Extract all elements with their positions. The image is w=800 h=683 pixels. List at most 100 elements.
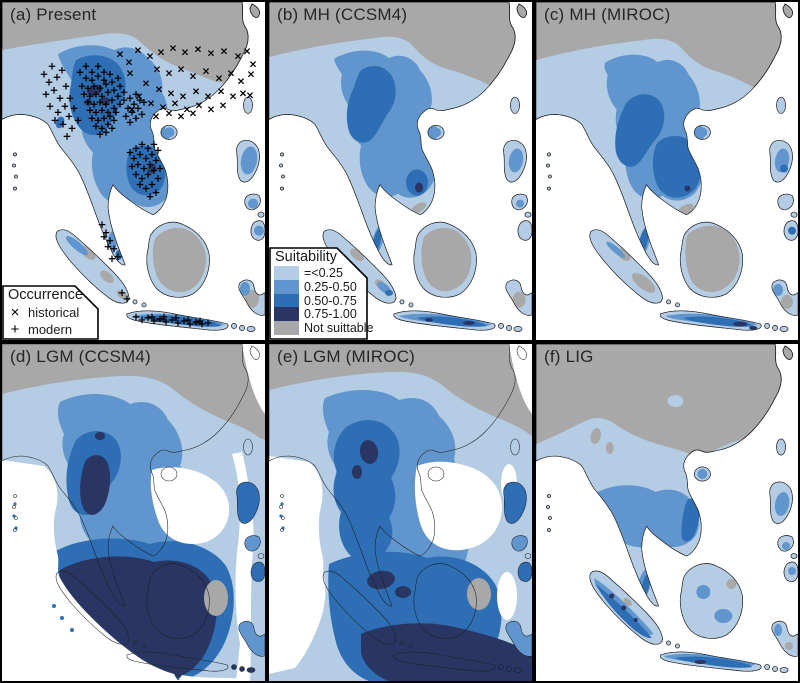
modern-occurrence-mark	[144, 314, 152, 322]
modern-occurrence-mark	[116, 100, 124, 108]
panel-c-mh-miroc: (c) MH (MIROC)	[534, 0, 800, 342]
modern-occurrence-mark	[102, 80, 110, 88]
panel-b-mh-ccsm4: (b) MH (CCSM4) Suitability =<0.25 0.25-0.…	[267, 0, 534, 342]
modern-occurrence-mark	[92, 123, 100, 130]
modern-occurrence-mark	[132, 90, 140, 98]
modern-occurrence-mark	[148, 313, 156, 321]
modern-occurrence-mark	[186, 320, 194, 328]
panel-title-b: (b) MH (CCSM4)	[277, 5, 408, 24]
panel-a-present: (a) Present Occurrence × historical + moder…	[0, 0, 267, 342]
modern-occurrence-mark	[104, 109, 112, 116]
modern-occurrence-mark	[106, 113, 114, 120]
historical-occurrence-mark	[153, 66, 161, 73]
historical-occurrence-mark	[189, 110, 197, 117]
suitability-legend: Suitability =<0.25 0.25-0.50 0.50-0.75 0.75…	[269, 247, 373, 340]
modern-occurrence-mark	[80, 90, 88, 98]
modern-occurrence-mark	[46, 102, 54, 110]
historical-occurrence-mark	[215, 75, 223, 82]
modern-occurrence-mark	[56, 94, 64, 102]
modern-occurrence-mark	[110, 117, 118, 124]
modern-occurrence-mark	[148, 151, 156, 158]
modern-occurrence-mark	[138, 141, 146, 148]
occurrence-label: historical	[28, 305, 80, 320]
suitability-label: 0.50-0.75	[304, 293, 357, 308]
historical-occurrence-mark	[157, 49, 165, 56]
historical-occurrence-mark	[159, 104, 167, 111]
modern-occurrence-mark	[106, 70, 114, 78]
panel-f-lig: (f) LIG	[534, 342, 800, 683]
modern-occurrence-mark	[58, 66, 66, 74]
modern-occurrence-mark	[86, 92, 94, 100]
modern-occurrence-mark	[51, 117, 59, 124]
modern-occurrence-mark	[123, 295, 131, 303]
modern-occurrence-mark	[100, 68, 108, 76]
historical-occurrence-mark	[239, 90, 247, 97]
modern-occurrence-mark	[102, 229, 110, 236]
modern-occurrence-mark	[136, 181, 144, 188]
modern-occurrence-mark	[50, 86, 58, 94]
suitability-legend-title: Suitability	[275, 249, 338, 265]
modern-occurrence-mark	[40, 70, 48, 78]
historical-occurrence-mark	[202, 68, 210, 75]
modern-occurrence-mark	[59, 121, 67, 128]
historical-occurrence-mark	[126, 70, 134, 77]
modern-occurrence-mark	[138, 316, 146, 324]
modern-occurrence-mark	[112, 109, 120, 116]
historical-occurrence-mark	[247, 71, 255, 78]
historical-occurrence-mark	[227, 70, 235, 77]
modern-occurrence-mark	[138, 111, 146, 118]
modern-occurrence-mark	[86, 107, 94, 114]
modern-occurrence-mark	[184, 316, 192, 324]
modern-occurrence-mark	[42, 90, 50, 98]
panel-d-lgm-ccsm4: (d) LGM (CCSM4)	[0, 342, 267, 683]
modern-occurrence-mark	[54, 109, 62, 116]
panel-title-e: (e) LGM (MIROC)	[277, 347, 416, 366]
modern-occurrence-mark	[92, 90, 100, 98]
modern-occurrence-mark	[136, 151, 144, 158]
modern-occurrence-mark	[63, 133, 71, 140]
modern-occurrence-mark	[102, 129, 110, 136]
suitability-legend-row: Not suittable	[269, 321, 373, 335]
modern-occurrence-mark	[53, 73, 61, 81]
suitability-label: 0.25-0.50	[304, 279, 357, 294]
map-lig	[536, 344, 798, 673]
modern-occurrence-mark	[84, 98, 92, 106]
modern-occurrence-mark	[104, 121, 112, 128]
modern-occurrence-mark	[132, 115, 140, 122]
panel-title-f: (f) LIG	[544, 347, 594, 366]
occurrence-legend-title: Occurrence	[8, 287, 83, 303]
historical-occurrence-mark	[195, 102, 203, 109]
modern-occurrence-mark	[106, 237, 114, 245]
historical-occurrence-mark	[179, 93, 187, 100]
modern-occurrence-mark	[144, 171, 152, 178]
modern-occurrence-mark	[100, 76, 108, 84]
modern-occurrence-mark	[114, 253, 122, 261]
suitability-legend-row: 0.75-1.00	[269, 307, 368, 321]
modern-occurrence-mark	[130, 155, 138, 162]
panel-e-lgm-miroc: (e) LGM (MIROC)	[267, 342, 534, 683]
panel-title-c: (c) MH (MIROC)	[544, 5, 671, 24]
modern-occurrence-mark	[174, 319, 182, 327]
modern-occurrence-mark	[152, 189, 160, 196]
suitability-label: 0.75-1.00	[304, 307, 357, 322]
modern-occurrence-mark	[126, 119, 134, 126]
modern-occurrence-mark	[154, 175, 162, 182]
modern-occurrence-mark	[66, 94, 74, 102]
historical-occurrence-mark	[155, 86, 163, 93]
modern-occurrence-mark	[132, 171, 140, 178]
historical-occurrence-mark	[167, 90, 175, 97]
modern-occurrence-mark	[88, 76, 96, 84]
historical-occurrence-mark	[177, 113, 185, 120]
modern-occurrence-mark	[98, 107, 106, 114]
historical-occurrence-mark	[246, 92, 254, 99]
modern-occurrence-mark	[118, 289, 126, 297]
historical-occurrence-mark	[207, 50, 215, 57]
panel-title-d: (d) LGM (CCSM4)	[10, 347, 151, 366]
suitability-swatch-medium	[274, 279, 299, 294]
modern-occurrence-mark	[94, 72, 102, 80]
modern-occurrence-mark	[192, 318, 200, 326]
occurrence-marks	[40, 45, 257, 328]
map-mh-miroc	[536, 2, 798, 332]
modern-occurrence-mark	[152, 157, 160, 164]
suitability-swatch-high	[274, 293, 299, 308]
